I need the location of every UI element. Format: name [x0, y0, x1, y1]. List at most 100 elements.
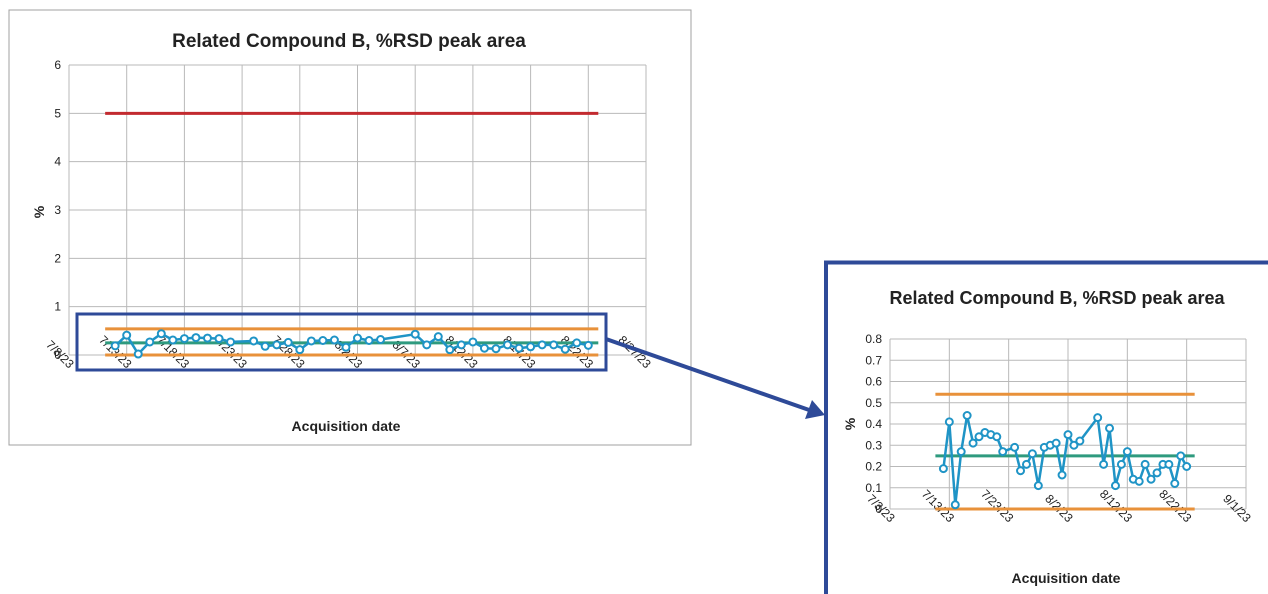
data-point: [526, 342, 536, 352]
data-point: [1099, 459, 1109, 469]
y-tick-label: 0.2: [865, 460, 882, 474]
data-point: [283, 337, 293, 347]
data-point: [376, 335, 386, 345]
y-tick-label: 3: [54, 203, 61, 217]
data-point: [1063, 430, 1073, 440]
data-point: [191, 333, 201, 343]
data-point: [1021, 459, 1031, 469]
data-point: [1140, 459, 1150, 469]
data-point: [1182, 462, 1192, 471]
data-point: [1069, 440, 1079, 450]
data-point: [226, 337, 236, 347]
y-axis-title: %: [31, 205, 47, 218]
data-point: [514, 343, 524, 353]
y-tick-label: 0.6: [865, 375, 882, 389]
data-point: [156, 329, 166, 339]
data-point: [179, 334, 189, 344]
data-point: [560, 344, 570, 354]
data-point: [998, 447, 1008, 457]
data-point: [1105, 423, 1115, 433]
data-point: [341, 342, 351, 352]
data-point: [974, 432, 984, 442]
data-point: [168, 335, 178, 345]
main-chart-frame: [8, 9, 692, 446]
inset-panel-border: [824, 260, 1268, 594]
y-tick-label: 0.5: [865, 396, 882, 410]
data-point: [1110, 481, 1120, 491]
data-point: [329, 335, 339, 345]
y-tick-label: 0.3: [865, 438, 882, 452]
data-point: [549, 340, 559, 350]
data-point: [962, 411, 972, 420]
data-point: [364, 336, 374, 345]
data-point: [202, 333, 212, 343]
y-tick-label: 0: [54, 348, 61, 362]
y-tick-label: 1: [54, 300, 61, 314]
data-point: [1146, 474, 1156, 484]
data-point: [214, 334, 224, 344]
data-point: [260, 341, 270, 351]
data-point: [950, 500, 960, 510]
data-point: [1051, 438, 1061, 448]
y-axis-title: %: [842, 417, 858, 430]
data-point: [1170, 479, 1180, 488]
zoom-connector-arrow: [605, 337, 813, 413]
data-point: [1093, 413, 1103, 423]
data-point: [1075, 436, 1085, 446]
data-point: [491, 344, 501, 354]
y-tick-label: 0.4: [865, 417, 882, 431]
data-point: [1027, 449, 1037, 459]
data-point: [1057, 470, 1067, 480]
y-tick-label: 0.1: [865, 481, 882, 495]
data-point: [938, 464, 948, 474]
data-point: [249, 336, 259, 346]
data-point: [1164, 459, 1174, 469]
data-point: [306, 336, 316, 346]
data-point: [583, 340, 593, 350]
y-tick-label: 2: [54, 251, 61, 265]
x-axis-title: Acquisition date: [1012, 570, 1121, 586]
chart-title: Related Compound B, %RSD peak area: [889, 288, 1225, 308]
y-tick-label: 0.8: [865, 332, 882, 346]
data-point: [122, 330, 132, 340]
data-point: [468, 337, 478, 347]
data-point: [479, 343, 489, 353]
data-point: [968, 438, 978, 448]
data-point: [537, 340, 547, 350]
data-point: [318, 336, 328, 345]
data-point: [272, 340, 282, 350]
data-point: [1176, 451, 1186, 461]
data-point: [1010, 442, 1020, 452]
data-point: [410, 329, 420, 339]
y-tick-label: 0.7: [865, 353, 882, 367]
y-tick-label: 4: [54, 155, 61, 169]
data-point: [110, 341, 120, 351]
data-point: [295, 345, 305, 355]
y-tick-label: 0: [875, 502, 882, 516]
data-point: [422, 340, 432, 350]
arrow-head-icon: [805, 400, 825, 419]
data-point: [956, 447, 966, 457]
data-point: [1134, 476, 1144, 486]
data-point: [572, 338, 582, 348]
data-point: [1122, 447, 1132, 457]
y-tick-label: 6: [54, 58, 61, 72]
data-point: [944, 417, 954, 427]
data-point: [1033, 481, 1043, 491]
data-point: [353, 333, 362, 343]
data-point: [445, 345, 455, 355]
inset-panel-background: [825, 262, 1268, 594]
y-tick-label: 5: [54, 106, 61, 120]
data-point: [456, 340, 466, 350]
data-point: [433, 332, 443, 342]
chart-title: Related Compound B, %RSD peak area: [172, 31, 526, 52]
x-axis-title: Acquisition date: [292, 418, 401, 434]
data-point: [503, 340, 513, 350]
data-point: [145, 337, 155, 347]
data-point: [992, 432, 1002, 442]
data-point: [1152, 468, 1162, 478]
data-point: [1016, 466, 1026, 476]
data-point: [1116, 459, 1126, 469]
